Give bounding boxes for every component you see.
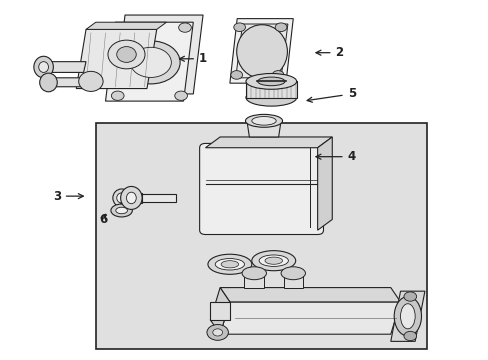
Polygon shape [220,302,400,334]
Bar [283,273,303,288]
Ellipse shape [215,258,244,270]
Ellipse shape [245,114,282,127]
Ellipse shape [206,324,228,340]
Polygon shape [120,194,176,202]
Ellipse shape [281,267,305,280]
Text: 1: 1 [179,52,207,65]
Text: 6: 6 [99,213,107,226]
Bar [96,123,427,348]
Polygon shape [210,288,229,334]
Polygon shape [42,62,86,72]
Polygon shape [390,291,424,341]
Ellipse shape [111,204,132,217]
Ellipse shape [257,77,285,86]
Ellipse shape [117,46,136,62]
Ellipse shape [117,193,126,203]
Polygon shape [115,15,203,94]
Ellipse shape [275,23,286,32]
Ellipse shape [242,267,266,280]
Ellipse shape [403,292,416,301]
Ellipse shape [178,23,191,32]
Ellipse shape [245,73,296,89]
Ellipse shape [115,23,128,32]
FancyBboxPatch shape [199,143,323,234]
Ellipse shape [400,304,414,329]
Bar [245,81,296,98]
Ellipse shape [126,192,136,204]
Text: 4: 4 [315,150,355,163]
Ellipse shape [230,71,242,79]
Polygon shape [246,121,281,137]
Text: 5: 5 [306,87,355,102]
Polygon shape [210,302,229,320]
Ellipse shape [272,71,284,79]
Ellipse shape [251,117,276,125]
Ellipse shape [403,331,416,341]
Polygon shape [220,288,400,302]
Ellipse shape [113,189,130,207]
Ellipse shape [34,56,53,78]
Polygon shape [235,24,287,78]
Ellipse shape [245,89,296,106]
Ellipse shape [233,23,245,32]
Polygon shape [76,30,157,89]
Ellipse shape [122,41,180,84]
Polygon shape [105,22,193,101]
Ellipse shape [79,71,103,91]
Ellipse shape [393,297,421,336]
Text: 3: 3 [53,190,83,203]
Bar [244,273,264,288]
Ellipse shape [236,25,287,78]
Ellipse shape [251,251,295,271]
Polygon shape [86,22,166,30]
Ellipse shape [174,91,187,100]
Ellipse shape [121,186,142,210]
Ellipse shape [40,73,57,92]
Ellipse shape [212,329,222,336]
Polygon shape [47,78,87,87]
Polygon shape [229,19,293,83]
Ellipse shape [111,91,124,100]
Text: 2: 2 [315,46,343,59]
Ellipse shape [207,254,251,274]
Ellipse shape [108,40,145,69]
Ellipse shape [39,62,48,72]
Ellipse shape [116,207,127,214]
Polygon shape [317,137,331,230]
Ellipse shape [259,255,288,266]
Polygon shape [205,137,331,148]
Ellipse shape [264,257,282,264]
Ellipse shape [130,47,171,77]
Polygon shape [120,193,142,203]
Ellipse shape [221,261,238,268]
